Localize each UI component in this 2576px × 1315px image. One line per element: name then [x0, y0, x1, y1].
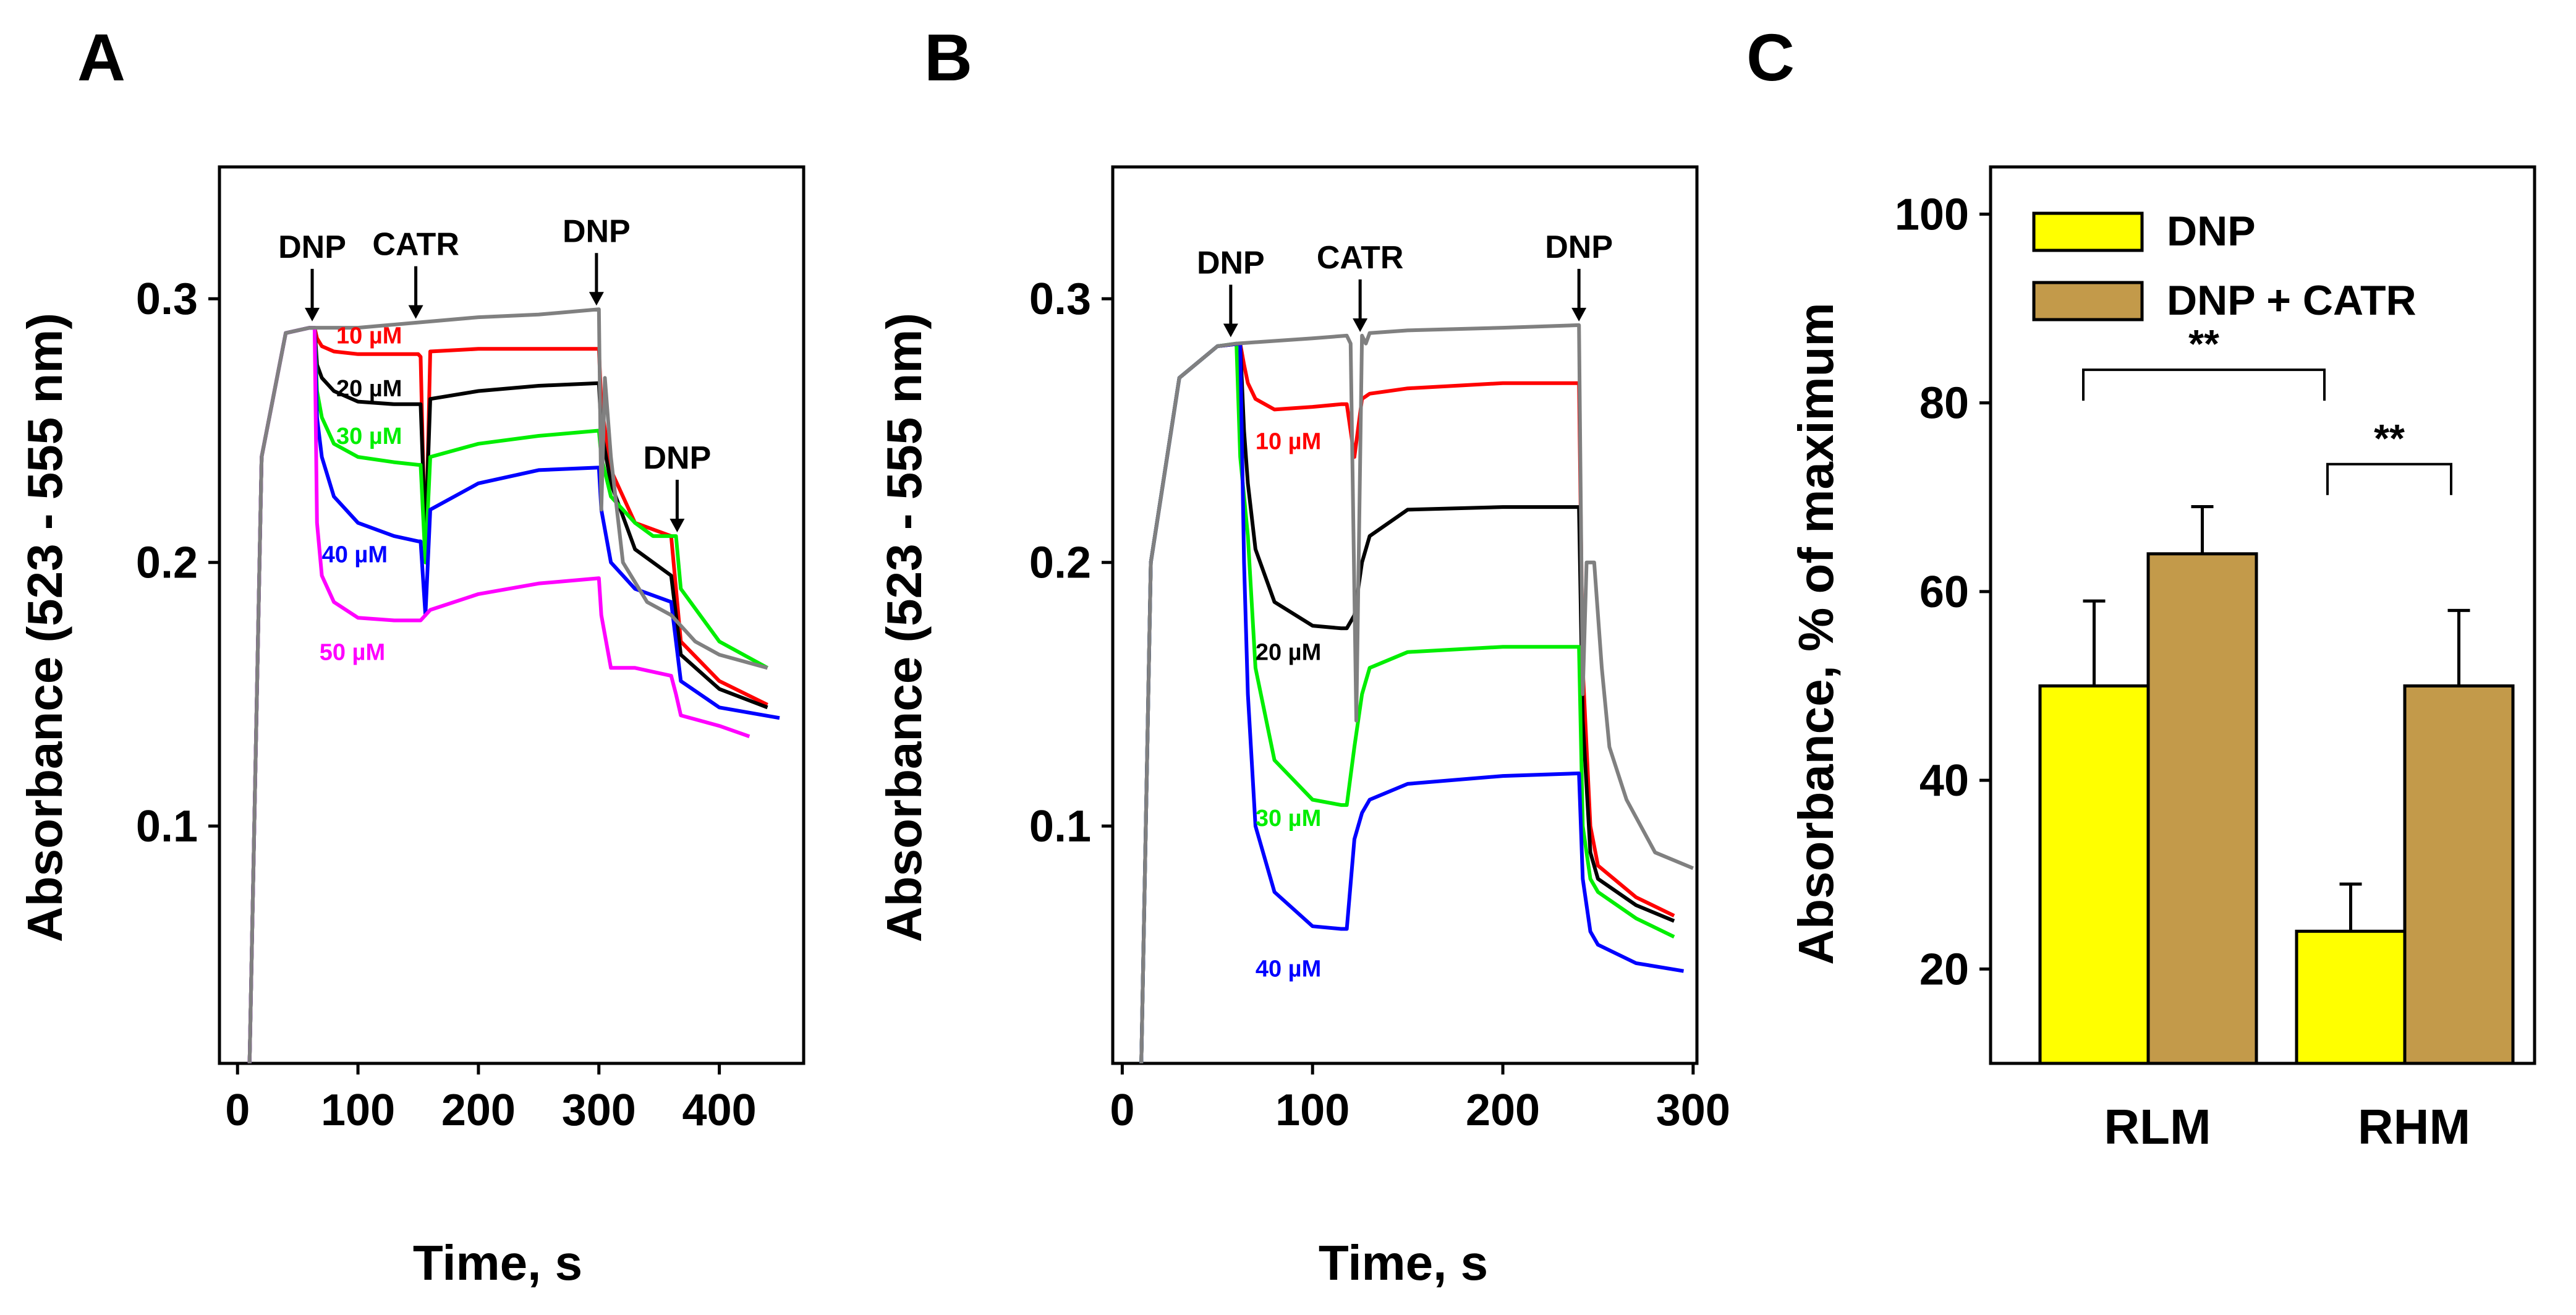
panel-a-plot-frame [218, 165, 806, 1065]
panel-a-conc-label-10-um: 10 µM [336, 323, 402, 349]
panel-b-arrowhead [1353, 318, 1368, 332]
significance-rhm-label: ** [2374, 416, 2405, 461]
panel-label-b: B [924, 20, 972, 95]
panel-a-xtick-label: 100 [321, 1086, 395, 1135]
significance-rlm-rhm-bracket [2082, 368, 2326, 401]
panel-b-xtick-label: 0 [1110, 1086, 1134, 1135]
panel-b-arrowhead [1223, 323, 1238, 338]
panel-a-ytick-label: 0.3 [136, 274, 198, 324]
panel-a-annotation-dnp: DNP [563, 213, 631, 249]
panel-b-annotation-catr: CATR [1317, 240, 1404, 276]
panel-a-xlabel: Time, s [413, 1235, 582, 1290]
panel-b: Absorbance (523 - 555 nm) Time, s 0 100 20… [877, 165, 1730, 1290]
legend-swatch-dnp-catr [2032, 281, 2144, 321]
panel-b-xtick-label: 200 [1466, 1086, 1540, 1135]
panel-b-series-30-um [1139, 341, 1675, 1064]
panel-b-conc-label-40-um: 40 µM [1256, 956, 1321, 982]
panel-c-ytick-label: 40 [1919, 756, 1969, 806]
panel-a-conc-label-50-um: 50 µM [320, 640, 385, 666]
panel-b-series-10-um [1139, 341, 1675, 1064]
panel-a-conc-label-30-um: 30 µM [336, 423, 402, 449]
bar-rhm-dnp [2295, 929, 2407, 1065]
panel-label-a: A [77, 20, 125, 95]
panel-b-xlabel: Time, s [1319, 1235, 1488, 1290]
panel-a-annotation-catr: CATR [372, 227, 459, 263]
panel-a-arrowhead [408, 305, 423, 319]
panel-b-series-40-um [1139, 341, 1684, 1064]
significance-rhm-bracket [2326, 462, 2452, 495]
panel-a-xtick-label: 400 [682, 1086, 757, 1135]
panel-a-xtick-label: 200 [441, 1086, 516, 1135]
panel-a-series-50-um [247, 326, 750, 1064]
panel-a: Absorbance (523 - 555 nm) Time, s 0 100 20… [17, 165, 806, 1290]
panel-b-series-20-um [1139, 341, 1675, 1064]
panel-b-conc-label-10-um: 10 µM [1256, 428, 1321, 454]
panel-b-annotation-dnp: DNP [1545, 229, 1613, 265]
panel-a-arrowhead [589, 292, 604, 306]
panel-c: Absorbance, % of maximum RLM RHM 20 40 60 8… [1788, 165, 2536, 1154]
panel-a-series-30-um [247, 326, 768, 1064]
bar-rhm-dnp-catr [2403, 684, 2515, 1065]
legend-label-dnp: DNP [2167, 208, 2256, 255]
panel-a-conc-label-40-um: 40 µM [322, 542, 388, 568]
panel-c-ylabel: Absorbance, % of maximum [1788, 302, 1843, 964]
bar-rlm-dnp [2038, 684, 2150, 1065]
panel-a-ylabel: Absorbance (523 - 555 nm) [17, 313, 72, 942]
panel-c-plot-frame [1989, 165, 2536, 1065]
panel-a-annotation-dnp: DNP [644, 440, 712, 476]
legend-label-dnp-catr: DNP + CATR [2167, 277, 2417, 324]
panel-b-plot-frame [1111, 165, 1699, 1065]
panel-c-category-rlm: RLM [2104, 1099, 2211, 1154]
panel-a-conc-label-20-um: 20 µM [336, 376, 402, 402]
panel-c-ytick-label: 80 [1919, 379, 1969, 428]
panel-a-ytick-label: 0.1 [136, 802, 198, 851]
panel-b-xtick-label: 100 [1275, 1086, 1350, 1135]
panel-a-ytick-label: 0.2 [136, 538, 198, 588]
panel-a-xtick-label: 0 [225, 1086, 250, 1135]
panel-b-xtick-label: 300 [1656, 1086, 1730, 1135]
panel-b-ytick-label: 0.1 [1029, 802, 1091, 851]
panel-b-ytick-label: 0.2 [1029, 538, 1091, 588]
panel-b-series-control [1139, 323, 1694, 1064]
panel-b-annotation-dnp: DNP [1197, 245, 1265, 281]
panel-c-category-rhm: RHM [2358, 1099, 2470, 1154]
bar-rlm-dnp-catr [2146, 552, 2258, 1065]
panel-a-annotation-dnp: DNP [278, 229, 346, 265]
panel-c-ytick-label: 60 [1919, 568, 1969, 617]
panel-b-conc-label-20-um: 20 µM [1256, 640, 1321, 666]
panel-b-conc-label-30-um: 30 µM [1256, 806, 1321, 832]
panel-a-arrowhead [305, 307, 320, 321]
panel-b-ylabel: Absorbance (523 - 555 nm) [877, 313, 932, 942]
panel-a-series-control [247, 307, 768, 1064]
panel-b-ytick-label: 0.3 [1029, 274, 1091, 324]
panel-label-c: C [1746, 20, 1795, 95]
significance-rlm-rhm-label: ** [2188, 321, 2219, 366]
panel-c-ytick-label: 100 [1895, 190, 1969, 239]
panel-b-arrowhead [1571, 307, 1587, 321]
panel-a-arrowhead [670, 519, 685, 533]
panel-c-ytick-label: 20 [1919, 945, 1969, 994]
legend-swatch-dnp [2032, 211, 2144, 252]
panel-a-xtick-label: 300 [562, 1086, 636, 1135]
